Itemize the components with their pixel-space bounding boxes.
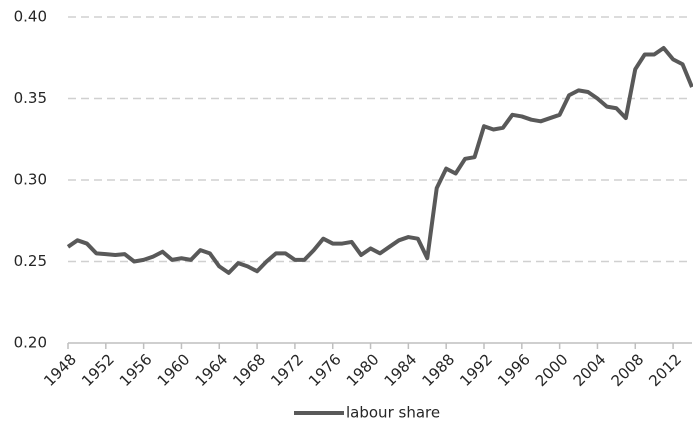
x-tick-label: 2012: [645, 350, 685, 390]
x-tick-label: 1984: [381, 350, 421, 390]
x-tick-label: 1968: [229, 350, 269, 390]
y-tick-label: 0.25: [14, 252, 47, 270]
y-tick-label: 0.20: [14, 334, 47, 352]
y-tick-label: 0.40: [14, 8, 47, 26]
x-tick-label: 2008: [608, 350, 648, 390]
y-tick-label: 0.35: [14, 89, 47, 107]
x-tick-label: 2000: [532, 350, 572, 390]
x-tick-label: 1992: [456, 350, 496, 390]
x-tick-label: 1972: [267, 350, 307, 390]
x-tick-label: 1948: [40, 350, 80, 390]
x-tick-label: 1996: [494, 350, 534, 390]
x-tick-label: 1956: [116, 350, 156, 390]
x-tick-label: 1952: [78, 350, 118, 390]
x-tick-label: 1964: [192, 350, 232, 390]
data-line: [66, 45, 693, 275]
x-tick-label: 1980: [343, 350, 383, 390]
legend-label: labour share: [346, 404, 440, 422]
x-tick-label: 2004: [570, 350, 610, 390]
x-tick-label: 1976: [305, 350, 345, 390]
x-tick-label: 1960: [154, 350, 194, 390]
x-tick-label: 1988: [418, 350, 458, 390]
y-tick-label: 0.30: [14, 171, 47, 189]
